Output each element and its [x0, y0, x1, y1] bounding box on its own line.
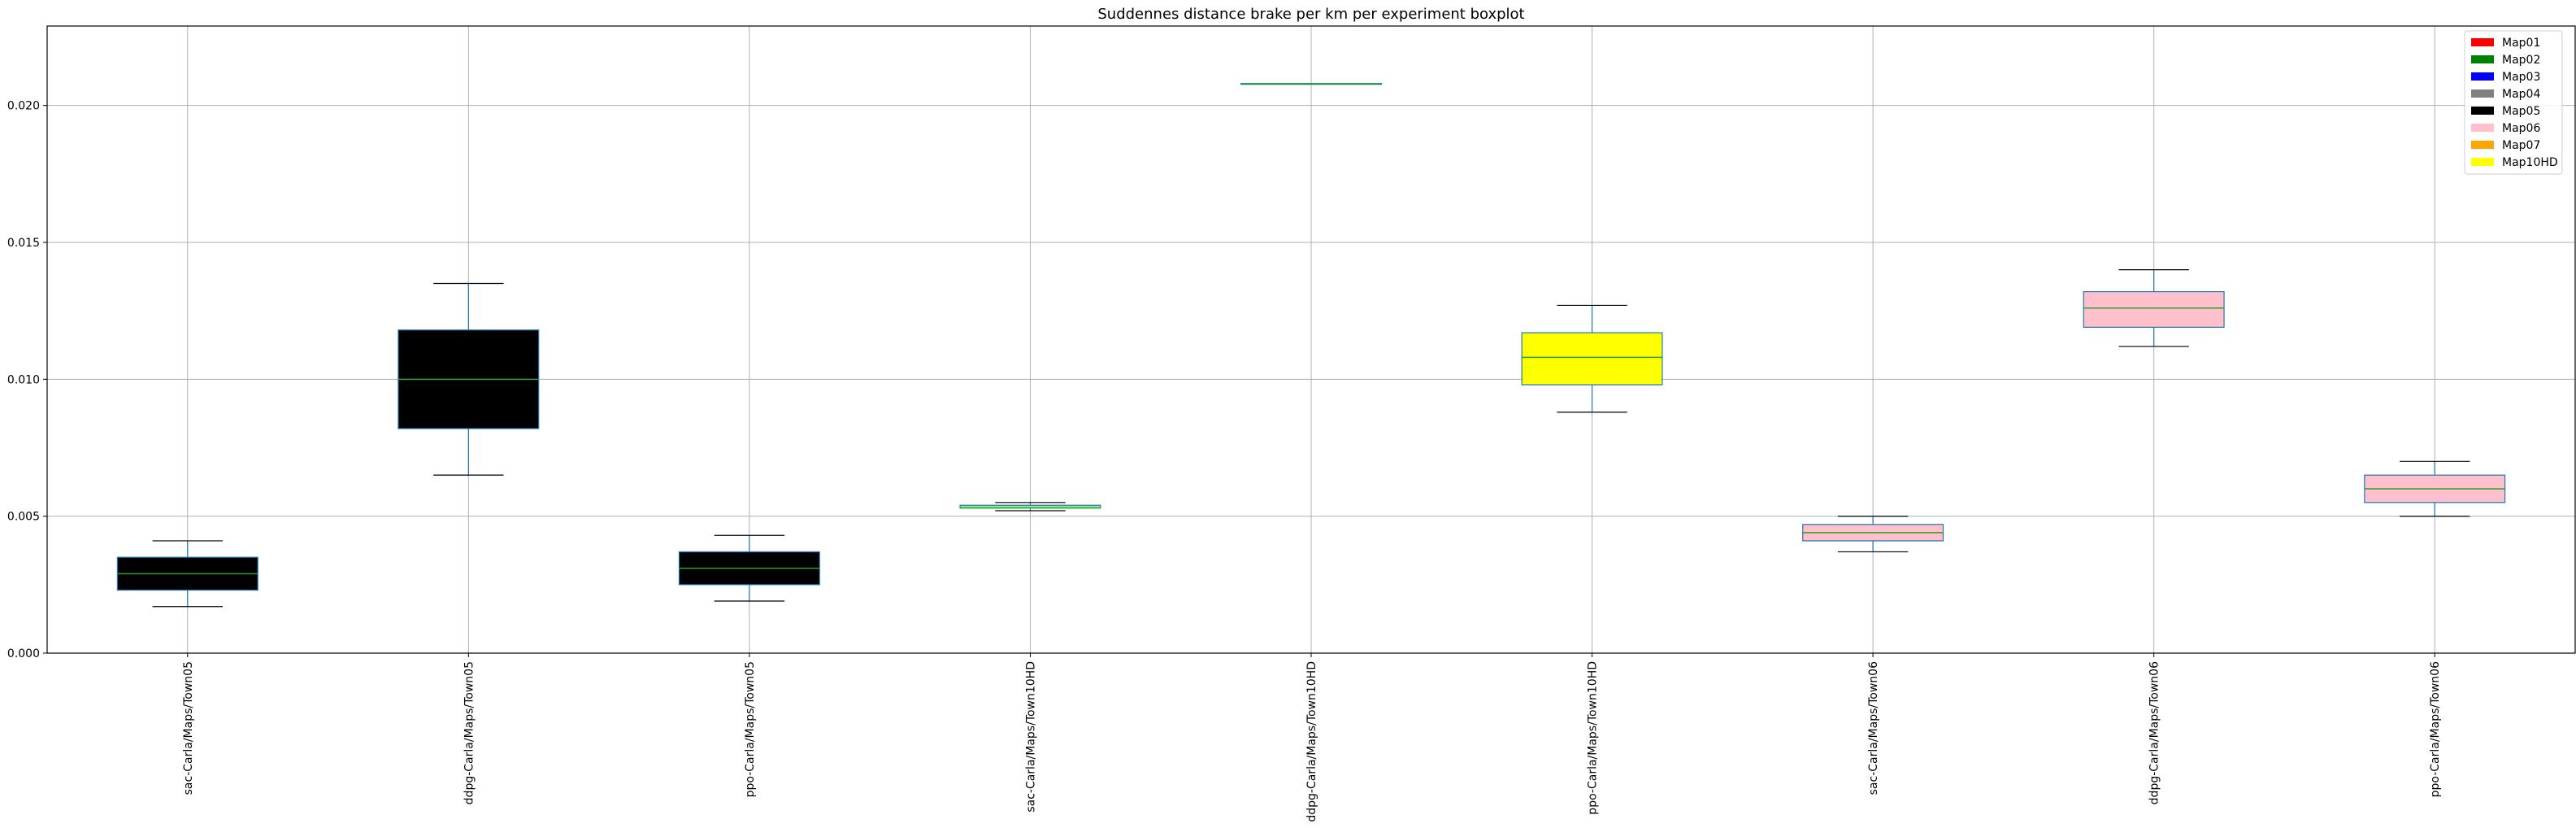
box-4: [1240, 82, 1382, 85]
legend-item: Map04: [2471, 88, 2540, 101]
legend-item: Map02: [2471, 54, 2540, 67]
box-2: [678, 534, 820, 602]
legend-swatch: [2471, 72, 2494, 81]
x-tick-label: sac-Carla/Maps/Town10HD: [1024, 661, 1037, 813]
legend-label: Map10HD: [2502, 156, 2558, 169]
legend-item: Map06: [2471, 122, 2540, 135]
box-5: [1521, 304, 1663, 413]
x-tick-label: ddpg-Carla/Maps/Town10HD: [1305, 661, 1318, 822]
x-tick-label: ppo-Carla/Maps/Town05: [744, 661, 757, 797]
box-7: [2083, 269, 2225, 347]
x-tick-label: sac-Carla/Maps/Town06: [1867, 661, 1880, 795]
legend-swatch: [2471, 55, 2494, 63]
box-1: [397, 282, 540, 476]
box-8: [2364, 460, 2506, 517]
legend-swatch: [2471, 141, 2494, 149]
legend: Map01 Map02 Map03 Map04 Map05 Map06 Map07 Map10…: [2464, 30, 2563, 175]
legend-swatch: [2471, 124, 2494, 132]
legend-swatch: [2471, 89, 2494, 98]
box-6: [1802, 516, 1944, 553]
legend-swatch: [2471, 107, 2494, 115]
y-tick-label: 0.015: [7, 237, 40, 250]
legend-swatch: [2471, 38, 2494, 46]
x-axis: sac-Carla/Maps/Town05 ddpg-Carla/Maps/Tow…: [182, 653, 2442, 822]
boxes-layer: [116, 82, 2506, 608]
legend-label: Map02: [2502, 54, 2540, 67]
legend-label: Map06: [2502, 122, 2540, 135]
legend-label: Map01: [2502, 37, 2540, 50]
x-tick-label: ppo-Carla/Maps/Town06: [2429, 661, 2442, 797]
legend-item: Map05: [2471, 105, 2540, 118]
box-body: [2083, 290, 2225, 328]
y-tick-label: 0.010: [7, 373, 40, 386]
x-tick-label: ddpg-Carla/Maps/Town05: [463, 661, 476, 804]
box-body: [1521, 332, 1663, 386]
legend-label: Map04: [2502, 88, 2540, 101]
x-tick-label: ddpg-Carla/Maps/Town06: [2148, 661, 2161, 804]
y-tick-label: 0.005: [7, 511, 40, 524]
box-0: [116, 540, 258, 608]
legend-label: Map05: [2502, 105, 2540, 118]
x-tick-label: ppo-Carla/Maps/Town10HD: [1587, 661, 1600, 815]
chart-title: Suddennes distance brake per km per expe…: [1097, 6, 1524, 23]
box-3: [959, 502, 1101, 512]
y-tick-label: 0.000: [7, 647, 40, 660]
y-tick-label: 0.020: [7, 100, 40, 113]
plot-frame: [46, 25, 2576, 654]
legend-label: Map07: [2502, 139, 2540, 152]
y-axis: 0.000 0.005 0.010 0.015 0.020: [7, 100, 47, 660]
legend-swatch: [2471, 158, 2494, 166]
legend-frame: [2464, 30, 2563, 175]
legend-item: Map10HD: [2471, 156, 2558, 169]
legend-label: Map03: [2502, 71, 2540, 84]
legend-item: Map01: [2471, 37, 2540, 50]
legend-item: Map03: [2471, 71, 2540, 84]
legend-item: Map07: [2471, 139, 2540, 152]
x-tick-label: sac-Carla/Maps/Town05: [182, 661, 195, 795]
